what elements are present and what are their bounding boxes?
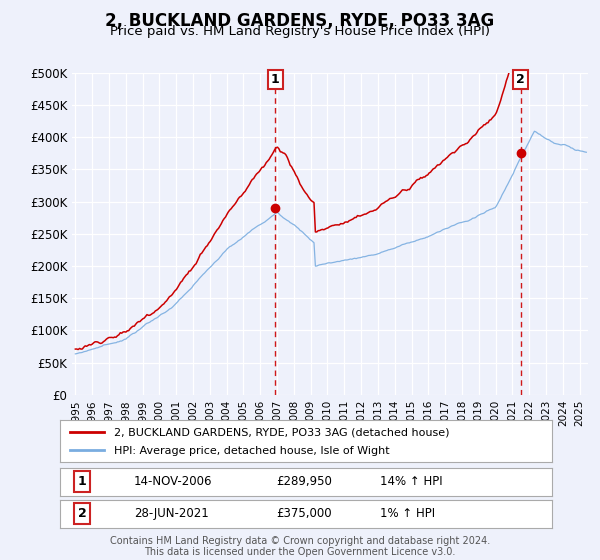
- Text: 2: 2: [517, 73, 525, 86]
- Text: 1: 1: [271, 73, 280, 86]
- Text: 1: 1: [78, 475, 86, 488]
- Text: £289,950: £289,950: [277, 475, 332, 488]
- Text: 1% ↑ HPI: 1% ↑ HPI: [380, 507, 435, 520]
- Text: Price paid vs. HM Land Registry's House Price Index (HPI): Price paid vs. HM Land Registry's House …: [110, 25, 490, 38]
- Text: 2: 2: [78, 507, 86, 520]
- Text: 2, BUCKLAND GARDENS, RYDE, PO33 3AG: 2, BUCKLAND GARDENS, RYDE, PO33 3AG: [106, 12, 494, 30]
- Text: HPI: Average price, detached house, Isle of Wight: HPI: Average price, detached house, Isle…: [114, 446, 390, 456]
- Text: Contains HM Land Registry data © Crown copyright and database right 2024.
This d: Contains HM Land Registry data © Crown c…: [110, 535, 490, 557]
- Text: £375,000: £375,000: [277, 507, 332, 520]
- Text: 14-NOV-2006: 14-NOV-2006: [134, 475, 212, 488]
- Text: 14% ↑ HPI: 14% ↑ HPI: [380, 475, 442, 488]
- Text: 2, BUCKLAND GARDENS, RYDE, PO33 3AG (detached house): 2, BUCKLAND GARDENS, RYDE, PO33 3AG (det…: [114, 428, 449, 437]
- Text: 28-JUN-2021: 28-JUN-2021: [134, 507, 209, 520]
